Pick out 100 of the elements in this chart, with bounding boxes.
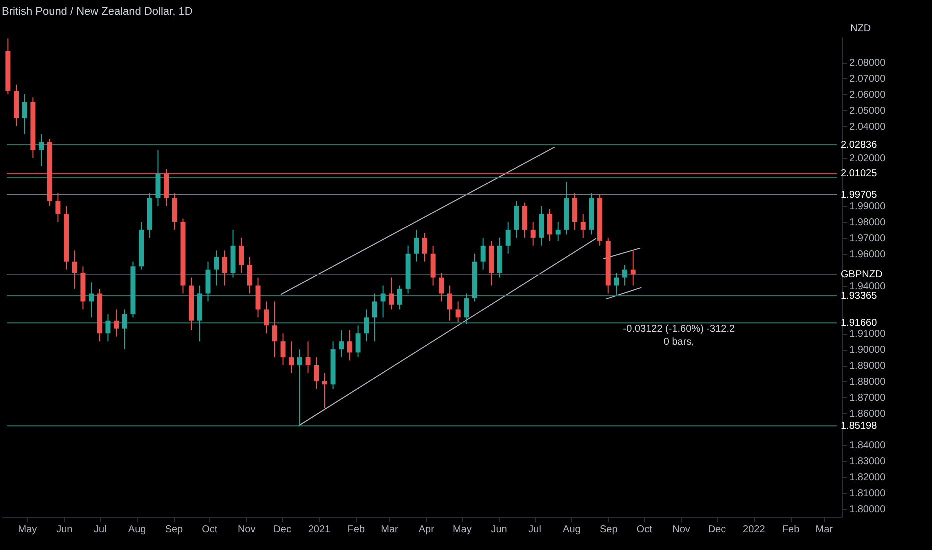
candlestick: [572, 192, 578, 230]
y-tick-label: 1.89000: [850, 361, 886, 372]
x-tick-label: Aug: [563, 524, 581, 536]
y-tick-label: 1.91000: [850, 329, 886, 340]
candlestick: [356, 325, 361, 358]
candlestick: [314, 357, 320, 390]
x-tick-label: Feb: [348, 524, 366, 536]
candlestick: [480, 237, 486, 270]
candlestick: [156, 150, 161, 207]
candlestick: [56, 192, 61, 222]
y-tick-label: 2.05000: [850, 106, 886, 117]
candlestick: [372, 293, 378, 342]
x-tick-label: Mar: [381, 524, 400, 536]
candlestick: [380, 285, 386, 318]
x-tick-label: Oct: [202, 524, 218, 536]
x-tick-label: Nov: [238, 524, 256, 536]
candlestick: [72, 250, 78, 290]
x-tick-label: Jun: [56, 524, 73, 536]
x-tick-label: May: [18, 524, 38, 536]
candlestick: [297, 349, 302, 427]
candlestick: [447, 285, 452, 322]
annotation: 0 bars,: [664, 337, 694, 348]
candlestick: [397, 285, 402, 310]
ref-line-label: 2.01025: [841, 168, 878, 180]
candlestick: [256, 277, 261, 318]
candlestick: [206, 261, 211, 302]
candlestick: [522, 202, 528, 238]
chart-title: British Pound / New Zealand Dollar, 1D: [2, 6, 193, 18]
y-tick-label: 1.99000: [850, 202, 886, 213]
ref-line-label: 1.99705: [841, 190, 878, 201]
candlestick: [630, 250, 636, 286]
candlestick: [89, 282, 94, 318]
y-tick-label: 2.02000: [850, 154, 886, 165]
candlestick: [464, 293, 470, 325]
x-tick-label: Oct: [636, 524, 653, 536]
x-tick-label: 2021: [308, 524, 332, 536]
candlestick: [422, 232, 428, 262]
y-tick-label: 1.81000: [850, 488, 886, 500]
candlestick: [322, 372, 328, 410]
y-tick-label: 1.87000: [850, 392, 886, 404]
x-tick-label: Aug: [128, 524, 146, 536]
candlestick: [439, 272, 444, 302]
candlestick: [539, 206, 544, 246]
y-tick-label: 2.06000: [850, 90, 886, 101]
candlestick: [164, 168, 170, 207]
x-tick-label: Nov: [672, 524, 690, 536]
candlestick: [580, 214, 586, 238]
x-tick-label: Apr: [418, 524, 436, 536]
y-tick-label: 1.90000: [850, 345, 886, 356]
candlestick: [389, 277, 394, 310]
candlestick: [456, 301, 461, 323]
candlestick: [530, 221, 536, 246]
x-tick-label: Jul: [94, 524, 107, 536]
y-tick-label: 1.86000: [850, 408, 886, 420]
x-tick-label: May: [452, 524, 472, 536]
candlestick: [548, 208, 553, 242]
candlestick: [247, 256, 252, 294]
candlestick: [272, 301, 278, 358]
y-tick-label: 1.96000: [850, 249, 886, 260]
x-tick-label: Sep: [600, 524, 618, 536]
candlestick: [39, 134, 44, 167]
y-tick-label: 1.84000: [850, 440, 886, 452]
candlestick: [264, 301, 270, 334]
y-tick-label: 1.80000: [850, 504, 886, 516]
x-tick-label: Jul: [528, 524, 542, 536]
candlestick: [122, 309, 128, 350]
candlestick: [289, 341, 294, 374]
candlestick: [430, 245, 436, 286]
x-tick-label: Feb: [782, 524, 800, 536]
x-tick-label: Mar: [816, 524, 834, 536]
candlestick: [280, 333, 286, 366]
x-tick-label: 2022: [743, 524, 766, 536]
candlestick: [22, 94, 28, 135]
candlestick: [239, 237, 244, 274]
y-tick-label: 1.82000: [850, 472, 886, 484]
candlestick: [306, 341, 311, 374]
y-tick-label: 1.97000: [850, 233, 886, 244]
x-tick-label: Dec: [708, 524, 726, 536]
y-tick-label: 2.04000: [850, 122, 886, 133]
ref-line-label: 2.02836: [841, 140, 878, 151]
y-tick-label: 1.88000: [850, 376, 886, 388]
candlestick: [339, 330, 344, 358]
y-tick-label: 2.07000: [850, 74, 886, 85]
y-axis-title: NZD: [850, 24, 872, 34]
candlestick: [364, 309, 370, 342]
y-tick-label: 1.83000: [850, 456, 886, 468]
y-tick-label: 2.08000: [850, 58, 886, 70]
candlestick: [556, 221, 561, 242]
candlestick: [114, 309, 120, 338]
candlestick: [514, 200, 520, 238]
x-tick-label: Dec: [274, 524, 292, 536]
ref-line-label: 1.93365: [841, 290, 878, 302]
y-tick-label: 1.94000: [850, 281, 886, 292]
y-tick-label: 1.98000: [850, 217, 886, 228]
candlestick: [214, 250, 220, 286]
candlestick: [622, 264, 628, 286]
annotation: -0.03122 (-1.60%) -312.2: [623, 324, 736, 335]
x-tick-label: Jun: [491, 524, 508, 536]
candlestick: [414, 229, 420, 262]
candlestick: [614, 272, 620, 296]
